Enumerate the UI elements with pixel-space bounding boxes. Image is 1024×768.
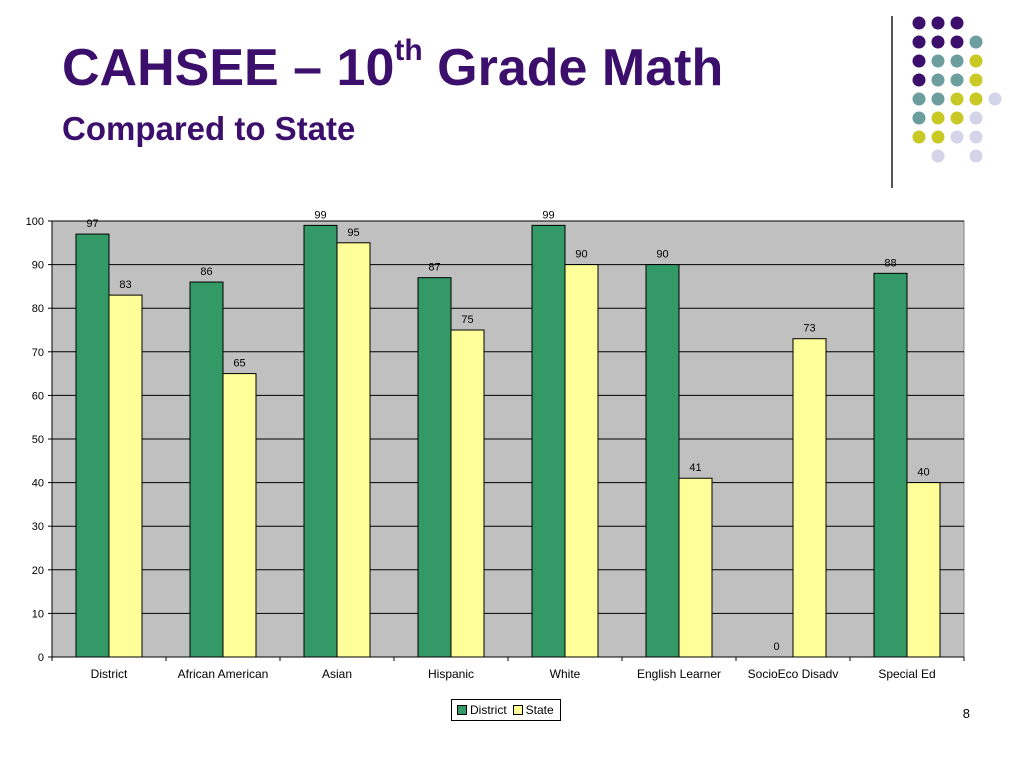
x-category-label: English Learner bbox=[637, 667, 721, 681]
data-label-district: 99 bbox=[542, 209, 554, 221]
title-superscript: th bbox=[394, 34, 423, 67]
title-rest: Grade Math bbox=[422, 39, 724, 97]
decor-dot-lavender bbox=[969, 111, 983, 125]
data-label-state: 40 bbox=[917, 467, 929, 479]
decor-dot-yellow bbox=[931, 130, 945, 144]
decorative-dot-grid bbox=[912, 16, 1002, 163]
data-label-district: 97 bbox=[86, 218, 98, 230]
bar-district bbox=[531, 224, 566, 658]
data-label-district: 86 bbox=[200, 266, 212, 278]
title-main: CAHSEE – 10 bbox=[62, 39, 395, 97]
decor-dot-yellow bbox=[950, 111, 964, 125]
data-label-state: 73 bbox=[803, 323, 815, 335]
bar-state bbox=[222, 373, 257, 658]
decor-dot-teal bbox=[931, 54, 945, 68]
data-label-state: 75 bbox=[461, 314, 473, 326]
decor-dot-lavender bbox=[950, 130, 964, 144]
decor-dot-teal bbox=[912, 111, 926, 125]
slide-title: CAHSEE – 10th Grade Math bbox=[62, 36, 724, 97]
page-number: 8 bbox=[962, 706, 970, 721]
bar-state bbox=[108, 294, 143, 658]
decor-dot-purple bbox=[912, 35, 926, 49]
decor-dot-yellow bbox=[912, 130, 926, 144]
bar-state bbox=[450, 329, 485, 658]
x-category-label: Hispanic bbox=[428, 667, 474, 681]
bar-district bbox=[75, 233, 110, 658]
data-label-state: 65 bbox=[233, 358, 245, 370]
decor-dot-yellow bbox=[950, 92, 964, 106]
bar-state bbox=[906, 482, 941, 658]
y-tick-label: 50 bbox=[32, 434, 44, 446]
bar-state bbox=[678, 477, 713, 658]
decor-dot-teal bbox=[931, 73, 945, 87]
decor-dot-yellow bbox=[969, 92, 983, 106]
decor-dot-lavender bbox=[969, 130, 983, 144]
legend-swatch-state bbox=[512, 705, 523, 715]
decor-dot-teal bbox=[950, 73, 964, 87]
data-label-district: 88 bbox=[884, 257, 896, 269]
y-tick-label: 0 bbox=[38, 652, 44, 664]
data-label-state: 83 bbox=[119, 279, 131, 291]
decor-dot-yellow bbox=[969, 54, 983, 68]
decorative-divider-line bbox=[891, 16, 893, 188]
data-label-district: 0 bbox=[773, 641, 779, 653]
decor-dot-yellow bbox=[969, 73, 983, 87]
x-category-label: Special Ed bbox=[878, 667, 935, 681]
decor-dot-purple bbox=[931, 35, 945, 49]
legend-swatch-district bbox=[457, 705, 467, 715]
data-label-district: 99 bbox=[314, 209, 326, 221]
legend-label-state: State bbox=[525, 703, 554, 717]
decor-dot-lavender bbox=[969, 149, 983, 163]
bar-state bbox=[792, 338, 827, 658]
bar-district bbox=[873, 272, 908, 658]
decor-dot-purple bbox=[912, 54, 926, 68]
decor-dot-purple bbox=[912, 73, 926, 87]
data-label-district: 90 bbox=[656, 249, 668, 261]
y-tick-label: 90 bbox=[32, 260, 44, 272]
bar-district bbox=[417, 277, 452, 658]
chart-legend: District State bbox=[451, 699, 561, 721]
decor-dot-purple bbox=[912, 16, 926, 30]
bar-state bbox=[564, 264, 599, 658]
y-tick-label: 100 bbox=[26, 216, 44, 228]
decor-dot-lavender bbox=[931, 149, 945, 163]
decor-dot-purple bbox=[931, 16, 945, 30]
x-category-label: African American bbox=[178, 667, 269, 681]
decor-dot-yellow bbox=[931, 111, 945, 125]
x-category-label: White bbox=[550, 667, 581, 681]
decor-dot-teal bbox=[912, 92, 926, 106]
decor-dot-teal bbox=[931, 92, 945, 106]
bar-chart: 0 10 20 30 40 50 60 70 80 90 100 97 83 District 86 65 Af… bbox=[26, 209, 965, 681]
y-tick-label: 80 bbox=[32, 303, 44, 315]
x-category-label: District bbox=[91, 667, 128, 681]
decor-dot-purple bbox=[950, 16, 964, 30]
bar-state bbox=[336, 242, 371, 658]
y-tick-label: 20 bbox=[32, 565, 44, 577]
legend-item-state: State bbox=[512, 703, 554, 717]
x-category-label: SocioEco Disadv bbox=[748, 667, 839, 681]
bar-district bbox=[645, 264, 680, 658]
decor-dot-lavender bbox=[988, 92, 1002, 106]
data-label-state: 95 bbox=[347, 227, 359, 239]
data-label-state: 41 bbox=[689, 462, 701, 474]
decor-dot-teal bbox=[969, 35, 983, 49]
legend-label-district: District bbox=[470, 703, 507, 717]
data-label-state: 90 bbox=[575, 249, 587, 261]
y-tick-label: 60 bbox=[32, 390, 44, 402]
y-tick-label: 10 bbox=[32, 608, 44, 620]
slide-subtitle: Compared to State bbox=[62, 110, 356, 147]
data-label-district: 87 bbox=[428, 262, 440, 274]
y-tick-label: 40 bbox=[32, 478, 44, 490]
decor-dot-purple bbox=[950, 35, 964, 49]
legend-item-district: District bbox=[457, 703, 507, 717]
y-tick-label: 30 bbox=[32, 521, 44, 533]
x-category-label: Asian bbox=[322, 667, 352, 681]
bar-district bbox=[303, 224, 338, 658]
decor-dot-teal bbox=[950, 54, 964, 68]
bar-district bbox=[189, 281, 224, 658]
y-tick-label: 70 bbox=[32, 347, 44, 359]
